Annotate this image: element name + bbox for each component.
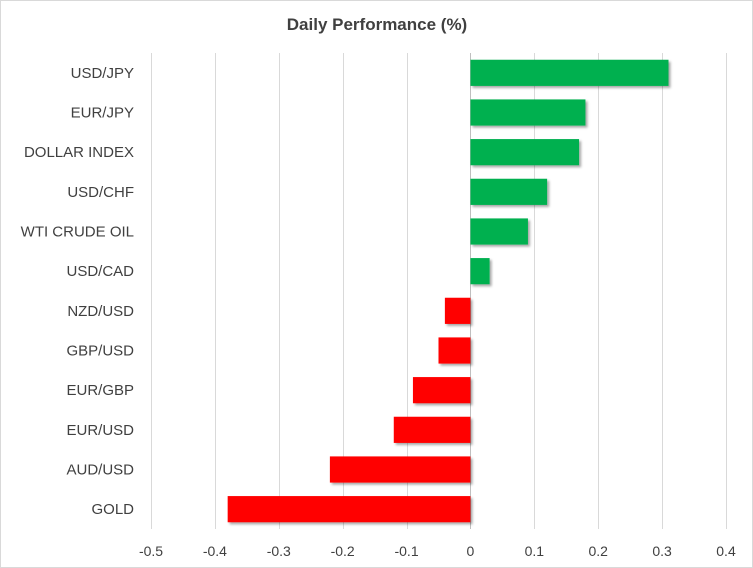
tick-label: -0.2 [331, 543, 355, 559]
category-label: DOLLAR INDEX [24, 144, 134, 161]
chart-title: Daily Performance (%) [287, 15, 467, 34]
tick-label: -0.4 [203, 543, 227, 559]
bar-dollar-index [470, 139, 580, 166]
bar-gold [227, 496, 471, 523]
category-label: AUD/USD [66, 462, 134, 479]
bar-eur-gbp [412, 377, 471, 404]
tick-label: -0.1 [394, 543, 418, 559]
gridlines [151, 53, 727, 529]
bar-usd-cad [470, 258, 490, 285]
bar-aud-usd [329, 456, 471, 483]
tick-label: 0.4 [716, 543, 736, 559]
tick-label: 0.1 [525, 543, 545, 559]
bar-nzd-usd [444, 297, 471, 324]
category-label: NZD/USD [67, 303, 134, 320]
category-label: EUR/GBP [66, 382, 134, 399]
tick-label: -0.5 [139, 543, 163, 559]
tick-label: 0 [467, 543, 475, 559]
category-label: USD/CAD [66, 263, 134, 280]
category-label: WTI CRUDE OIL [21, 224, 134, 241]
tick-label: 0.3 [652, 543, 672, 559]
tick-label: 0.2 [588, 543, 608, 559]
category-labels: USD/JPY EUR/JPY DOLLAR INDEX USD/CHF WTI CRU… [21, 65, 135, 518]
bar-gbp-usd [438, 337, 471, 364]
bars [227, 59, 669, 523]
bar-usd-jpy [470, 59, 669, 86]
category-label: GBP/USD [66, 343, 134, 360]
category-label: USD/JPY [71, 65, 134, 82]
category-label: EUR/USD [66, 422, 134, 439]
category-label: EUR/JPY [71, 105, 134, 122]
tick-labels: -0.5 -0.4 -0.3 -0.2 -0.1 0 0.1 0.2 0.3 0.4 [139, 543, 736, 559]
category-label: USD/CHF [67, 184, 134, 201]
bar-usd-chf [470, 178, 548, 205]
tick-label: -0.3 [267, 543, 291, 559]
bar-eur-usd [393, 416, 471, 443]
bar-eur-jpy [470, 99, 586, 126]
bar-wti-crude-oil [470, 218, 528, 245]
category-label: GOLD [91, 501, 134, 518]
